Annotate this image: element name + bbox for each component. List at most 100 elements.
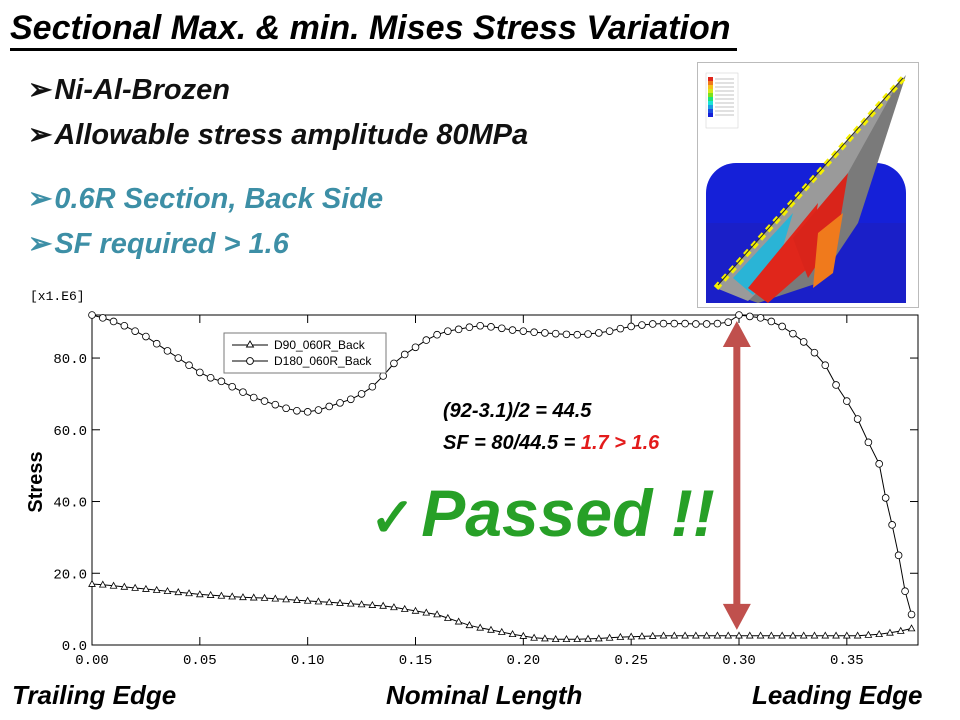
- data-point-triangle: [648, 631, 657, 639]
- data-point-triangle: [109, 581, 118, 589]
- data-point-circle: [454, 325, 463, 334]
- data-point-triangle: [594, 634, 603, 642]
- legend-circle-marker: [246, 357, 254, 365]
- data-point-circle: [217, 377, 226, 386]
- data-point-circle: [551, 329, 560, 338]
- data-point-triangle: [465, 621, 474, 629]
- data-point-circle: [206, 373, 215, 382]
- data-point-triangle: [562, 635, 571, 643]
- data-point-triangle: [142, 584, 150, 592]
- data-point-triangle: [778, 631, 787, 639]
- data-point-triangle: [584, 634, 592, 642]
- data-point-circle: [260, 397, 269, 405]
- data-point-circle: [497, 324, 506, 333]
- data-point-circle: [530, 328, 538, 337]
- data-point-triangle: [756, 631, 765, 639]
- passed-text: Passed !!: [421, 476, 715, 550]
- data-point-circle: [907, 610, 916, 619]
- data-point-triangle: [551, 635, 560, 643]
- series-D180_060R_Back: [88, 311, 916, 619]
- slide-title: Sectional Max. & min. Mises Stress Varia…: [10, 8, 737, 51]
- data-point-triangle: [541, 634, 549, 642]
- data-point-circle: [799, 338, 808, 346]
- footer-trailing-edge: Trailing Edge: [12, 680, 177, 710]
- data-point-triangle: [131, 583, 140, 591]
- y-tick-label: 80.0: [53, 352, 87, 368]
- data-point-circle: [541, 329, 549, 337]
- y-tick-label: 60.0: [53, 424, 87, 440]
- series-D90_060R_Back: [88, 579, 916, 643]
- x-tick-label: 0.15: [399, 653, 433, 669]
- data-point-circle: [271, 400, 280, 409]
- data-point-triangle: [260, 593, 269, 601]
- data-point-triangle: [293, 595, 301, 603]
- data-point-circle: [487, 323, 495, 331]
- bullet-arrow-icon: ➢: [28, 228, 53, 260]
- data-point-triangle: [206, 590, 215, 598]
- data-point-circle: [627, 322, 635, 331]
- arrow-head-up: [722, 321, 751, 347]
- data-point-circle: [638, 321, 646, 329]
- data-point-circle: [702, 320, 711, 328]
- data-point-circle: [379, 372, 387, 380]
- data-point-circle: [357, 390, 366, 398]
- data-point-triangle: [422, 608, 431, 616]
- data-point-triangle: [303, 596, 312, 604]
- legend-label-d180: D180_060R_Back: [274, 354, 372, 368]
- stress-chart: [x1.E6] Stress 0.0 20.0 40.0 60.0 80.0 0.00 0…: [25, 289, 919, 669]
- data-point-circle: [411, 343, 420, 352]
- data-point-triangle: [325, 598, 334, 606]
- passed-verdict: ✓Passed !!: [370, 475, 715, 551]
- data-point-circle: [433, 330, 441, 339]
- data-point-triangle: [239, 593, 247, 601]
- data-point-circle: [789, 329, 797, 338]
- chart-legend: D90_060R_Back D180_060R_Back: [223, 332, 387, 374]
- bullet-material-text: Ni-Al-Brozen: [54, 74, 230, 106]
- bullet-section-text: 0.6R Section, Back Side: [54, 183, 384, 215]
- data-point-triangle: [519, 631, 528, 639]
- x-tick-label: 0.30: [722, 653, 756, 669]
- x-tick-label: 0.35: [830, 653, 864, 669]
- data-point-circle: [196, 368, 204, 377]
- data-point-triangle: [789, 631, 797, 639]
- data-point-circle: [670, 319, 679, 328]
- data-point-circle: [163, 347, 172, 355]
- data-point-circle: [152, 339, 161, 348]
- data-point-triangle: [767, 631, 776, 639]
- data-point-circle: [713, 319, 722, 328]
- bullet-arrow-icon: ➢: [28, 74, 53, 106]
- data-point-triangle: [443, 613, 452, 621]
- arrow-head-down: [722, 603, 751, 630]
- data-point-circle: [174, 354, 183, 362]
- data-point-triangle: [875, 630, 884, 638]
- data-point-triangle: [907, 624, 916, 632]
- data-point-circle: [901, 587, 909, 595]
- data-point-triangle: [454, 617, 463, 625]
- data-point-circle: [465, 323, 474, 331]
- data-point-triangle: [896, 626, 905, 634]
- data-point-circle: [390, 359, 398, 368]
- bullet-sf-required: ➢SF required > 1.6: [28, 226, 289, 262]
- data-point-triangle: [271, 594, 280, 602]
- stress-range-arrow: [722, 321, 751, 630]
- x-tick-label: 0.05: [183, 653, 217, 669]
- amplitude-calculation: (92-3.1)/2 = 44.5: [443, 400, 592, 422]
- data-point-circle: [735, 311, 743, 319]
- data-point-circle: [595, 329, 603, 337]
- legend-triangle-marker: [245, 340, 255, 348]
- data-point-triangle: [411, 606, 420, 614]
- data-point-circle: [724, 318, 733, 326]
- check-icon: ✓: [370, 488, 416, 548]
- data-point-triangle: [638, 632, 646, 640]
- data-point-triangle: [400, 604, 409, 612]
- data-point-triangle: [174, 588, 183, 596]
- data-point-triangle: [691, 631, 700, 639]
- data-point-circle: [881, 494, 890, 502]
- data-point-triangle: [832, 631, 840, 639]
- data-point-triangle: [476, 623, 485, 631]
- data-point-triangle: [487, 625, 495, 633]
- data-point-circle: [142, 332, 150, 341]
- data-point-circle: [888, 521, 896, 529]
- data-point-circle: [810, 348, 819, 357]
- data-point-triangle: [249, 593, 258, 601]
